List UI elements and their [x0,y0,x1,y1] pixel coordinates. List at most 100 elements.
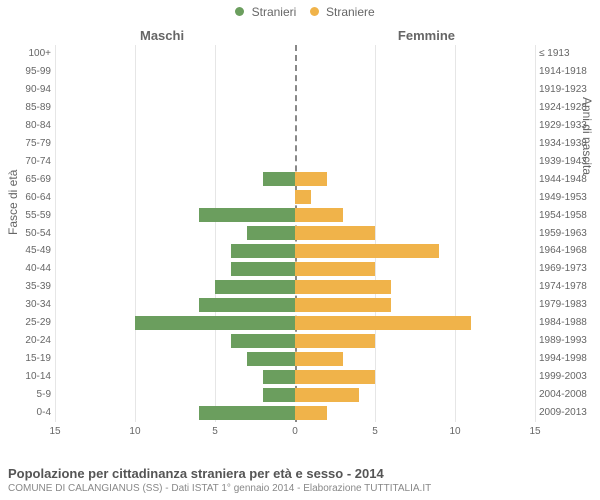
bar-female [295,190,311,204]
age-row: 60-641949-1953 [55,189,535,207]
age-row: 95-991914-1918 [55,63,535,81]
age-row: 80-841929-1933 [55,117,535,135]
age-label: 100+ [3,45,51,62]
bar-female [295,316,471,330]
birth-year-label: 1969-1973 [539,260,597,277]
birth-year-label: 1939-1943 [539,153,597,170]
legend-swatch-male [235,7,244,16]
x-tick: 0 [292,426,298,437]
age-label: 55-59 [3,207,51,224]
age-label: 90-94 [3,81,51,98]
age-row: 50-541959-1963 [55,225,535,243]
birth-year-label: 1949-1953 [539,189,597,206]
x-tick: 5 [212,426,218,437]
bar-male [263,172,295,186]
bar-female [295,262,375,276]
age-row: 10-141999-2003 [55,368,535,386]
birth-year-label: ≤ 1913 [539,45,597,62]
age-label: 50-54 [3,225,51,242]
chart-subtitle: COMUNE DI CALANGIANUS (SS) - Dati ISTAT … [8,483,592,494]
x-tick: 15 [49,426,60,437]
rows: 100+≤ 191395-991914-191890-941919-192385… [55,45,535,422]
birth-year-label: 1989-1993 [539,332,597,349]
legend: Stranieri Straniere [0,4,600,19]
age-row: 35-391974-1978 [55,278,535,296]
bar-female [295,280,391,294]
birth-year-label: 1999-2003 [539,368,597,385]
age-row: 40-441969-1973 [55,260,535,278]
bar-female [295,298,391,312]
age-row: 85-891924-1928 [55,99,535,117]
grid-line [535,45,536,422]
bar-male [263,388,295,402]
pyramid-plot: 100+≤ 191395-991914-191890-941919-192385… [55,45,535,440]
age-label: 60-64 [3,189,51,206]
bar-male [231,244,295,258]
age-label: 20-24 [3,332,51,349]
birth-year-label: 1914-1918 [539,63,597,80]
birth-year-label: 1929-1933 [539,117,597,134]
age-label: 80-84 [3,117,51,134]
bar-female [295,226,375,240]
birth-year-label: 2004-2008 [539,386,597,403]
birth-year-label: 1964-1968 [539,242,597,259]
age-row: 75-791934-1938 [55,135,535,153]
birth-year-label: 1984-1988 [539,314,597,331]
age-label: 45-49 [3,242,51,259]
age-label: 40-44 [3,260,51,277]
age-label: 15-19 [3,350,51,367]
birth-year-label: 1994-1998 [539,350,597,367]
legend-label-male: Stranieri [252,5,297,19]
column-title-male: Maschi [140,28,184,43]
bar-female [295,370,375,384]
bar-male [263,370,295,384]
age-row: 0-42009-2013 [55,404,535,422]
birth-year-label: 1954-1958 [539,207,597,224]
birth-year-label: 1924-1928 [539,99,597,116]
bar-male [247,352,295,366]
age-row: 25-291984-1988 [55,314,535,332]
bar-female [295,172,327,186]
bar-male [135,316,295,330]
bar-male [215,280,295,294]
age-label: 10-14 [3,368,51,385]
x-axis-ticks: 15105051015 [55,426,535,440]
x-tick: 10 [129,426,140,437]
bar-male [231,334,295,348]
age-row: 90-941919-1923 [55,81,535,99]
age-label: 95-99 [3,63,51,80]
birth-year-label: 1919-1923 [539,81,597,98]
age-label: 5-9 [3,386,51,403]
birth-year-label: 1979-1983 [539,296,597,313]
age-row: 15-191994-1998 [55,350,535,368]
age-row: 70-741939-1943 [55,153,535,171]
legend-label-female: Straniere [326,5,375,19]
bar-female [295,388,359,402]
age-label: 75-79 [3,135,51,152]
bar-male [199,208,295,222]
age-label: 35-39 [3,278,51,295]
x-tick: 10 [449,426,460,437]
age-row: 20-241989-1993 [55,332,535,350]
bar-male [231,262,295,276]
bar-female [295,334,375,348]
bar-male [199,406,295,420]
bar-female [295,208,343,222]
age-row: 65-691944-1948 [55,171,535,189]
bar-male [199,298,295,312]
x-tick: 5 [372,426,378,437]
age-row: 45-491964-1968 [55,242,535,260]
age-row: 55-591954-1958 [55,207,535,225]
age-label: 85-89 [3,99,51,116]
age-label: 65-69 [3,171,51,188]
x-tick: 15 [529,426,540,437]
age-row: 5-92004-2008 [55,386,535,404]
bar-female [295,352,343,366]
legend-swatch-female [310,7,319,16]
birth-year-label: 1959-1963 [539,225,597,242]
bar-female [295,244,439,258]
chart-title: Popolazione per cittadinanza straniera p… [8,466,592,481]
birth-year-label: 1934-1938 [539,135,597,152]
age-label: 25-29 [3,314,51,331]
birth-year-label: 2009-2013 [539,404,597,421]
